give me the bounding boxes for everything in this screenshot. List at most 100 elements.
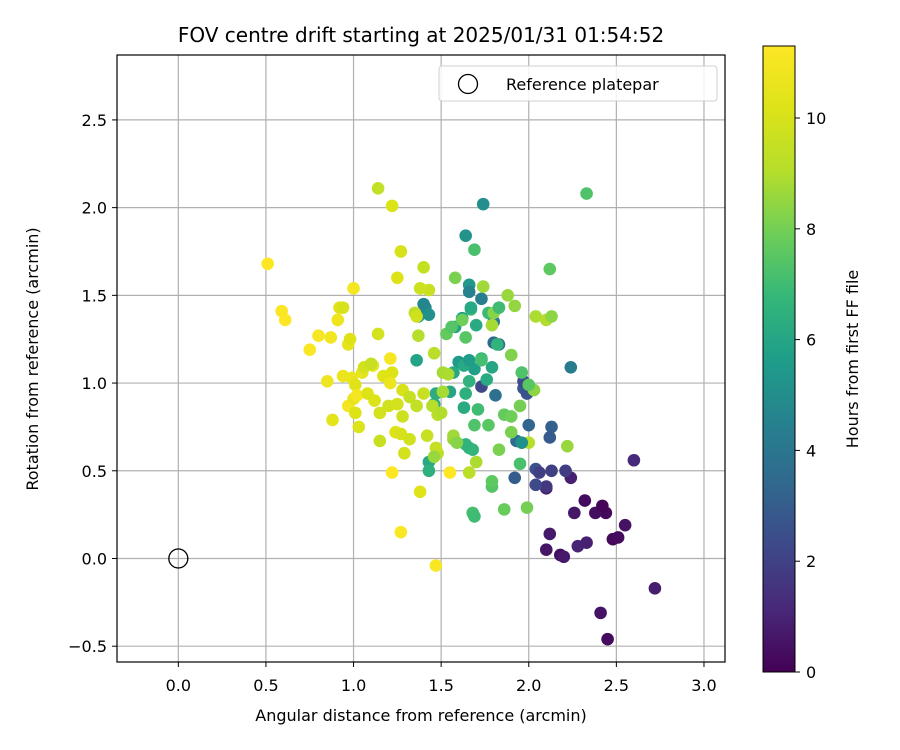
data-point	[385, 466, 399, 479]
data-point	[618, 518, 632, 532]
data-point	[398, 446, 411, 460]
data-point	[312, 329, 325, 342]
legend: Reference platepar	[438, 65, 718, 102]
data-point	[348, 406, 362, 420]
data-point	[413, 485, 427, 499]
data-point	[557, 550, 571, 564]
data-point	[529, 478, 543, 492]
data-point	[559, 464, 572, 478]
data-point	[417, 387, 430, 400]
data-point	[545, 464, 558, 478]
data-point	[497, 503, 511, 516]
data-point	[455, 313, 469, 327]
data-point	[508, 471, 522, 485]
data-point	[568, 506, 581, 520]
y-tick-label: 2.5	[82, 111, 107, 130]
data-point	[480, 373, 494, 386]
data-point	[543, 527, 557, 541]
data-point	[373, 406, 387, 420]
data-point	[471, 403, 485, 416]
data-point	[476, 197, 490, 211]
data-point	[352, 420, 366, 434]
data-point	[441, 367, 455, 381]
data-point	[347, 282, 360, 295]
data-point	[648, 582, 662, 595]
data-point	[627, 453, 641, 467]
data-point	[580, 536, 593, 550]
x-tick-label: 2.0	[516, 676, 541, 695]
data-point	[303, 343, 317, 357]
data-point	[326, 413, 339, 427]
x-tick-label: 3.0	[691, 676, 716, 695]
legend-entry-reference: Reference platepar	[506, 75, 659, 94]
x-tick-label: 2.5	[604, 676, 629, 695]
colorbar-tick-label: 8	[806, 220, 816, 239]
data-point	[475, 292, 488, 306]
data-point	[594, 606, 607, 620]
y-tick-label: −0.5	[68, 637, 107, 656]
data-point	[343, 332, 357, 346]
data-point	[384, 376, 397, 390]
data-point	[448, 271, 462, 285]
data-point	[459, 331, 472, 344]
data-point	[443, 466, 457, 479]
data-point	[515, 366, 529, 379]
data-point	[468, 418, 481, 432]
data-point	[611, 531, 625, 544]
chart-title: FOV centre drift starting at 2025/01/31 …	[178, 23, 664, 47]
data-point	[413, 282, 427, 295]
data-point	[596, 499, 609, 513]
data-point	[485, 360, 499, 374]
legend-box	[438, 65, 718, 102]
data-point	[492, 301, 506, 314]
colorbar-gradient	[762, 45, 796, 673]
colorbar-label: Hours from first FF file	[843, 270, 862, 449]
data-point	[436, 385, 450, 399]
data-point	[394, 525, 408, 539]
data-point	[445, 320, 458, 334]
x-tick-label: 0.0	[166, 676, 191, 695]
data-point	[417, 260, 430, 274]
data-point	[385, 366, 399, 379]
data-point	[543, 431, 557, 444]
data-point	[385, 199, 399, 213]
reference-marker-group	[168, 548, 189, 569]
data-point	[504, 348, 518, 362]
gridlines	[117, 55, 725, 662]
colorbar-tick-label: 6	[806, 331, 816, 350]
data-point	[475, 353, 488, 367]
data-point	[464, 301, 478, 314]
data-point	[468, 510, 481, 523]
y-tick-label: 0.0	[82, 549, 107, 568]
data-point	[422, 308, 436, 321]
data-point	[508, 299, 522, 313]
reference-platepar-marker	[168, 548, 189, 569]
y-tick-label: 0.5	[82, 462, 107, 481]
data-point	[420, 429, 434, 442]
x-tick-label: 1.5	[428, 676, 453, 695]
colorbar-ticks: 0 2 4 6 8 10	[795, 109, 826, 682]
colorbar-tick-label: 2	[806, 552, 816, 571]
data-point	[410, 310, 423, 323]
data-point	[539, 480, 553, 493]
x-tick-label: 0.5	[253, 676, 278, 695]
data-point	[410, 399, 423, 413]
data-point	[371, 327, 385, 341]
data-point	[482, 418, 495, 432]
data-point	[422, 464, 436, 478]
x-tick-label: 1.0	[341, 676, 366, 695]
y-tick-label: 1.0	[82, 374, 107, 393]
data-point	[462, 353, 476, 367]
data-point	[485, 318, 499, 332]
y-axis-ticks: −0.5 0.0 0.5 1.0 1.5 2.0 2.5	[68, 111, 117, 656]
data-point	[459, 387, 472, 400]
data-point	[371, 182, 385, 195]
data-point	[391, 271, 404, 285]
data-point	[513, 457, 527, 471]
data-point	[462, 375, 476, 388]
data-points	[261, 182, 662, 646]
data-point	[434, 406, 448, 420]
plot-area: 0.0 0.5 1.0 1.5 2.0 2.5 3.0 −0.5 0.0 0.5 1.0 1.5 2.…	[68, 54, 726, 695]
data-point	[522, 378, 536, 392]
